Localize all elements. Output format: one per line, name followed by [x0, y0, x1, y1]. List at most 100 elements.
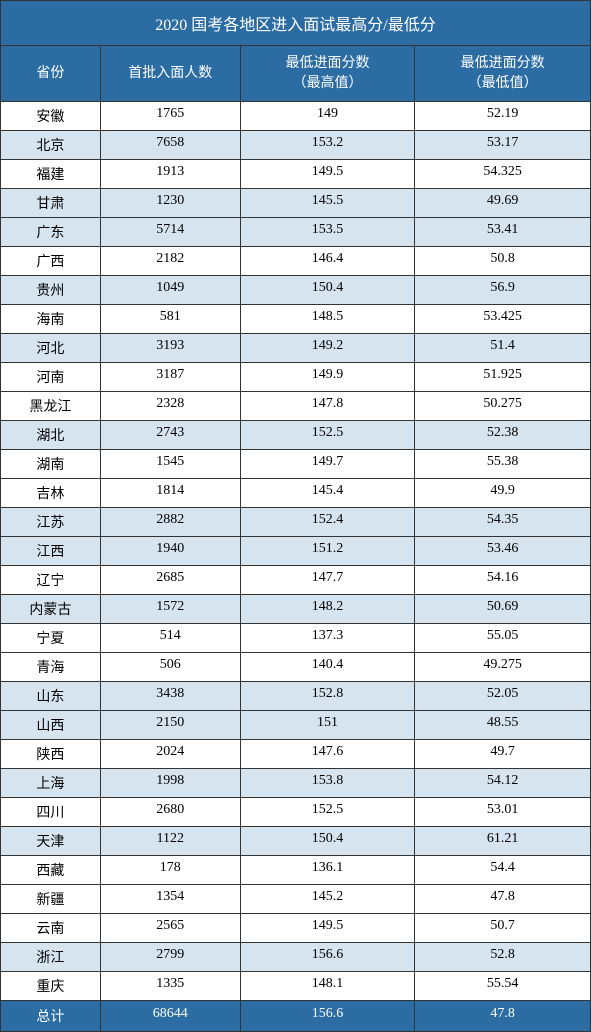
cell-count: 7658 — [101, 131, 241, 159]
cell-low: 55.54 — [415, 972, 590, 1000]
cell-high: 152.8 — [241, 682, 416, 710]
cell-province: 安徽 — [1, 102, 101, 130]
cell-province: 重庆 — [1, 972, 101, 1000]
table-row: 内蒙古1572148.250.69 — [1, 595, 590, 624]
cell-low: 54.4 — [415, 856, 590, 884]
cell-high: 148.1 — [241, 972, 416, 1000]
cell-province: 河南 — [1, 363, 101, 391]
header-low-line1: 最低进面分数 — [461, 54, 545, 74]
cell-province: 新疆 — [1, 885, 101, 913]
cell-count: 1122 — [101, 827, 241, 855]
table-row: 浙江2799156.652.8 — [1, 943, 590, 972]
cell-low: 51.925 — [415, 363, 590, 391]
header-high-line2: （最高值） — [292, 74, 362, 94]
total-high: 156.6 — [241, 1001, 416, 1031]
cell-count: 178 — [101, 856, 241, 884]
cell-high: 149.5 — [241, 914, 416, 942]
cell-high: 149.5 — [241, 160, 416, 188]
table-row: 黑龙江2328147.850.275 — [1, 392, 590, 421]
cell-low: 52.38 — [415, 421, 590, 449]
cell-low: 53.46 — [415, 537, 590, 565]
cell-province: 陕西 — [1, 740, 101, 768]
cell-count: 514 — [101, 624, 241, 652]
cell-high: 145.2 — [241, 885, 416, 913]
cell-high: 150.4 — [241, 276, 416, 304]
cell-province: 青海 — [1, 653, 101, 681]
cell-province: 河北 — [1, 334, 101, 362]
cell-high: 149 — [241, 102, 416, 130]
cell-high: 152.5 — [241, 421, 416, 449]
cell-high: 153.8 — [241, 769, 416, 797]
cell-province: 广东 — [1, 218, 101, 246]
cell-low: 53.41 — [415, 218, 590, 246]
cell-count: 2685 — [101, 566, 241, 594]
cell-count: 1998 — [101, 769, 241, 797]
table-row: 湖北2743152.552.38 — [1, 421, 590, 450]
cell-low: 49.275 — [415, 653, 590, 681]
cell-count: 1913 — [101, 160, 241, 188]
cell-high: 146.4 — [241, 247, 416, 275]
cell-province: 江西 — [1, 537, 101, 565]
cell-count: 3438 — [101, 682, 241, 710]
cell-high: 152.4 — [241, 508, 416, 536]
table-row: 上海1998153.854.12 — [1, 769, 590, 798]
cell-count: 2182 — [101, 247, 241, 275]
cell-high: 153.5 — [241, 218, 416, 246]
table-row: 江苏2882152.454.35 — [1, 508, 590, 537]
cell-high: 149.2 — [241, 334, 416, 362]
cell-province: 海南 — [1, 305, 101, 333]
cell-province: 北京 — [1, 131, 101, 159]
cell-low: 53.17 — [415, 131, 590, 159]
table-title: 2020 国考各地区进入面试最高分/最低分 — [1, 1, 590, 46]
table-header-row: 省份 首批入面人数 最低进面分数 （最高值） 最低进面分数 （最低值） — [1, 46, 590, 102]
table-row: 重庆1335148.155.54 — [1, 972, 590, 1001]
cell-low: 55.38 — [415, 450, 590, 478]
table-body: 安徽176514952.19北京7658153.253.17福建1913149.… — [1, 102, 590, 1001]
table-row: 贵州1049150.456.9 — [1, 276, 590, 305]
cell-count: 2024 — [101, 740, 241, 768]
cell-count: 2680 — [101, 798, 241, 826]
cell-low: 48.55 — [415, 711, 590, 739]
cell-count: 5714 — [101, 218, 241, 246]
header-high-line1: 最低进面分数 — [285, 54, 369, 74]
cell-low: 54.12 — [415, 769, 590, 797]
cell-high: 140.4 — [241, 653, 416, 681]
header-count: 首批入面人数 — [101, 46, 241, 101]
table-row: 山西215015148.55 — [1, 711, 590, 740]
cell-high: 147.6 — [241, 740, 416, 768]
table-row: 辽宁2685147.754.16 — [1, 566, 590, 595]
total-low: 47.8 — [415, 1001, 590, 1031]
cell-high: 145.5 — [241, 189, 416, 217]
cell-low: 50.8 — [415, 247, 590, 275]
table-row: 湖南1545149.755.38 — [1, 450, 590, 479]
cell-province: 贵州 — [1, 276, 101, 304]
cell-count: 1230 — [101, 189, 241, 217]
cell-low: 56.9 — [415, 276, 590, 304]
cell-low: 53.425 — [415, 305, 590, 333]
cell-low: 52.19 — [415, 102, 590, 130]
cell-high: 152.5 — [241, 798, 416, 826]
cell-low: 54.35 — [415, 508, 590, 536]
cell-count: 2799 — [101, 943, 241, 971]
cell-province: 宁夏 — [1, 624, 101, 652]
table-row: 北京7658153.253.17 — [1, 131, 590, 160]
cell-province: 云南 — [1, 914, 101, 942]
table-row: 甘肃1230145.549.69 — [1, 189, 590, 218]
cell-high: 147.8 — [241, 392, 416, 420]
table-row: 海南581148.553.425 — [1, 305, 590, 334]
cell-count: 1335 — [101, 972, 241, 1000]
cell-high: 148.2 — [241, 595, 416, 623]
table-row: 福建1913149.554.325 — [1, 160, 590, 189]
cell-low: 50.275 — [415, 392, 590, 420]
cell-low: 50.7 — [415, 914, 590, 942]
total-row: 总计 68644 156.6 47.8 — [1, 1001, 590, 1031]
table-row: 陕西2024147.649.7 — [1, 740, 590, 769]
cell-province: 浙江 — [1, 943, 101, 971]
table-row: 河北3193149.251.4 — [1, 334, 590, 363]
cell-count: 1765 — [101, 102, 241, 130]
cell-low: 53.01 — [415, 798, 590, 826]
cell-low: 61.21 — [415, 827, 590, 855]
table-row: 山东3438152.852.05 — [1, 682, 590, 711]
table-row: 云南2565149.550.7 — [1, 914, 590, 943]
table-row: 河南3187149.951.925 — [1, 363, 590, 392]
